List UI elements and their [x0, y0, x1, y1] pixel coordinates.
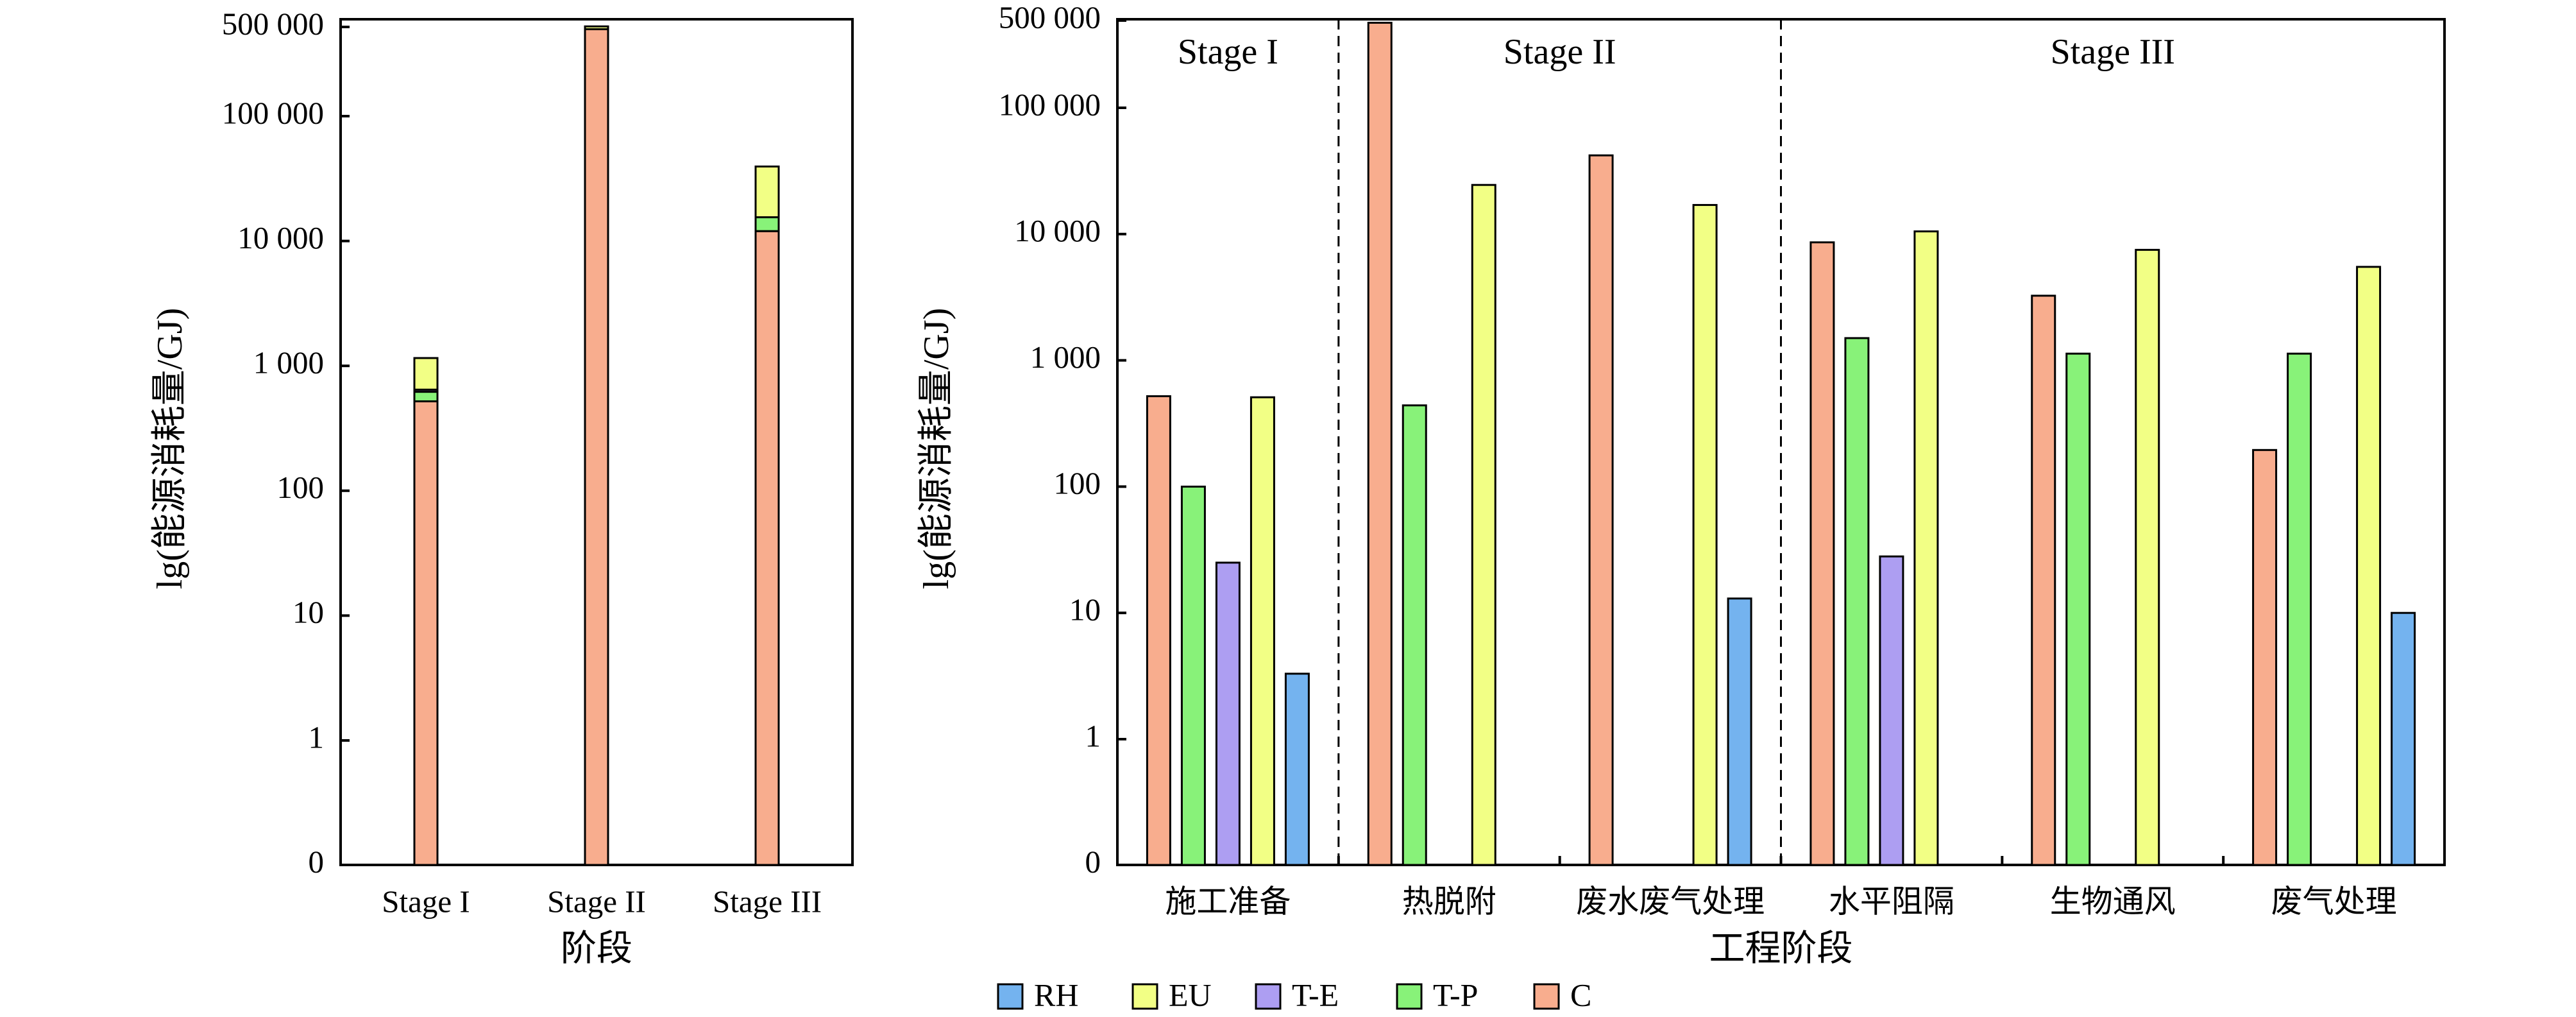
legend-swatch-c — [1533, 983, 1560, 1010]
bar-eu — [2356, 266, 2382, 866]
legend: RH EU T-E T-P C — [997, 977, 1591, 1013]
y-tick-label: 10 — [1069, 592, 1101, 627]
legend-label-t-e: T-E — [1292, 977, 1339, 1013]
legend-label-eu: EU — [1169, 977, 1212, 1013]
legend-swatch-t-p — [1396, 983, 1423, 1010]
y-tick-label: 10 — [292, 595, 324, 630]
y-tick-label: 100 000 — [999, 87, 1101, 122]
bar-t-p — [1844, 337, 1870, 866]
bar-segment-c — [413, 400, 439, 866]
x-tick-label: Stage III — [713, 884, 822, 919]
bar-t-p — [2287, 352, 2312, 866]
bar-c — [1146, 395, 1171, 866]
right-chart-panel: 0 1 10 100 1 000 10 000 100 000 500 000 lg(能源消耗量… — [917, 0, 2446, 969]
bar-eu — [1471, 184, 1496, 866]
legend-swatch-t-e — [1255, 983, 1282, 1010]
stage-label: Stage I — [1178, 32, 1278, 72]
bar-rh — [1727, 597, 1752, 866]
bar-eu — [1913, 230, 1939, 866]
bar-eu — [1692, 203, 1718, 866]
x-tick-label: Stage II — [547, 884, 646, 919]
bar-t-p — [1180, 485, 1206, 866]
bar-segment-eu — [584, 25, 609, 31]
y-tick-label: 100 — [277, 470, 325, 505]
bar-c — [1809, 241, 1835, 866]
x-axis-title: 阶段 — [561, 929, 632, 969]
x-tick-label: 废气处理 — [2271, 884, 2397, 919]
y-tick-label: 0 — [309, 844, 325, 879]
y-tick-label: 10 000 — [1014, 213, 1101, 248]
bar-segment-eu — [413, 357, 439, 391]
x-tick-label: 热脱附 — [1402, 884, 1496, 919]
y-tick-label: 1 — [1085, 718, 1101, 753]
stage-label: Stage III — [2051, 32, 2175, 72]
legend-swatch-rh — [997, 983, 1024, 1010]
legend-label-rh: RH — [1034, 977, 1078, 1013]
bar-segment-c — [584, 28, 609, 866]
y-tick-label: 100 — [1054, 466, 1101, 501]
legend-label-c: C — [1570, 977, 1591, 1013]
bar-t-p — [1402, 404, 1427, 866]
y-tick-label: 500 000 — [999, 0, 1101, 35]
legend-swatch-eu — [1131, 983, 1158, 1010]
y-tick-label: 10 000 — [237, 220, 324, 255]
legend-label-t-p: T-P — [1433, 977, 1478, 1013]
y-axis-title: lg(能源消耗量/GJ) — [917, 308, 956, 590]
bar-t-e — [1215, 561, 1241, 866]
y-tick-label: 0 — [1085, 844, 1101, 879]
bar-segment-c — [754, 230, 780, 866]
bar-t-e — [1879, 555, 1904, 866]
x-tick-label: 水平阻隔 — [1829, 884, 1954, 919]
bar-c — [1367, 21, 1393, 866]
bar-c — [2252, 449, 2278, 866]
x-tick-label: Stage I — [382, 884, 470, 919]
y-tick-label: 100 000 — [222, 95, 324, 130]
y-tick-label: 500 000 — [222, 6, 324, 41]
y-axis-title: lg(能源消耗量/GJ) — [150, 308, 190, 590]
y-tick-label: 1 000 — [1030, 339, 1101, 375]
bar-c — [1588, 154, 1614, 866]
x-axis-title: 工程阶段 — [1709, 929, 1853, 969]
y-tick-label: 1 — [309, 719, 325, 755]
bar-rh — [1284, 672, 1310, 866]
stage-label: Stage II — [1504, 32, 1616, 72]
bar-segment-t-p — [413, 391, 439, 402]
bar-c — [2031, 295, 2056, 866]
left-chart-panel: 0 1 10 100 1 000 10 000 100 000 500 000 lg(能源消耗量… — [150, 6, 854, 969]
bar-rh — [2391, 611, 2416, 866]
bar-segment-eu — [754, 166, 780, 219]
x-tick-label: 生物通风 — [2050, 884, 2176, 919]
x-tick-label: 废水废气处理 — [1576, 884, 1765, 919]
y-tick-label: 1 000 — [253, 345, 324, 380]
bar-t-p — [2065, 352, 2091, 866]
x-tick-label: 施工准备 — [1165, 884, 1291, 919]
bar-segment-t-p — [754, 216, 780, 232]
bar-eu — [2135, 248, 2160, 866]
bar-eu — [1250, 396, 1275, 866]
